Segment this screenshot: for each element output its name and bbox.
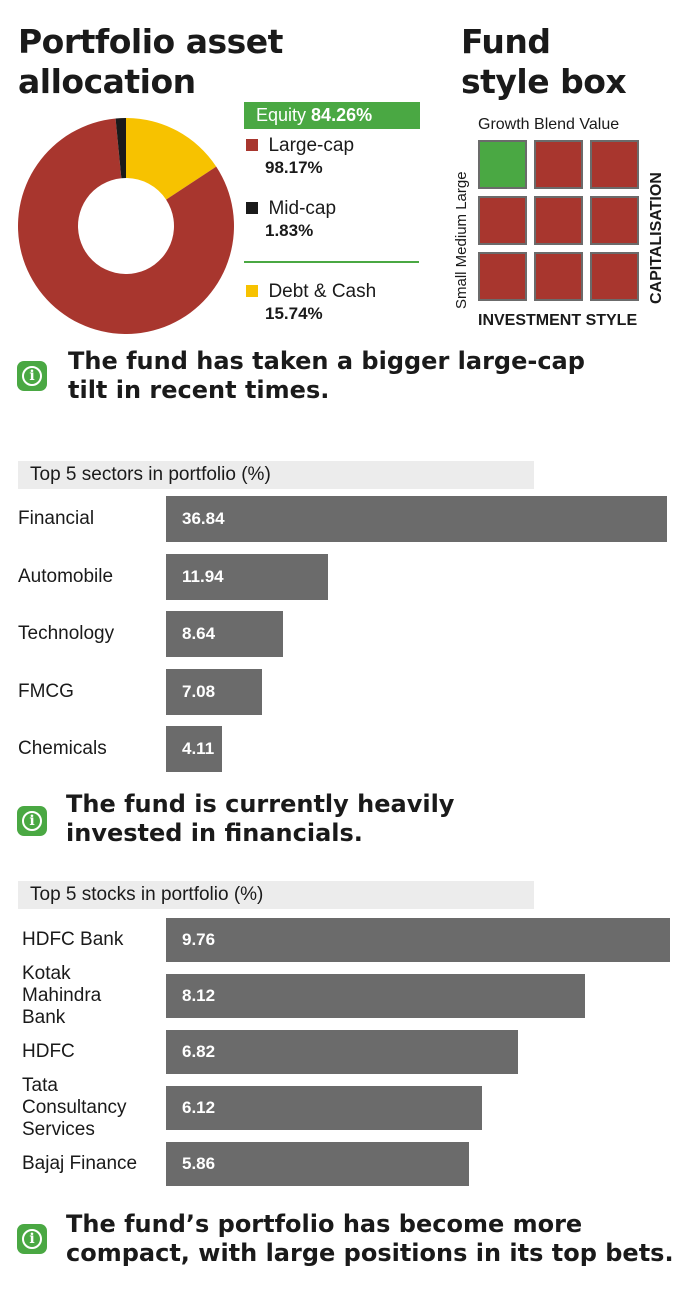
stocks-chart-title: Top 5 stocks in portfolio (%): [18, 881, 534, 909]
donut-slice-large-cap: [18, 118, 234, 334]
category-label: HDFC Bank: [22, 929, 124, 950]
note-large-cap-tilt: The fund has taken a bigger large-cap ti…: [68, 347, 585, 404]
bar: [166, 918, 670, 962]
stylebox-col-blend: Blend: [534, 116, 575, 133]
stylebox-col-growth: Growth: [478, 116, 530, 133]
bar-value-label: 6.12: [182, 1098, 216, 1117]
bar-value-label: 8.64: [182, 624, 216, 643]
bar: [166, 1030, 518, 1074]
stylebox-column-headers: Growth Blend Value: [478, 116, 619, 134]
stylebox-row-small: Small: [453, 271, 470, 309]
category-label: Technology: [18, 623, 115, 644]
legend-item-large-cap: Large-cap 98.17%: [246, 135, 354, 178]
bar: [166, 611, 283, 657]
category-label: Chemicals: [18, 738, 107, 759]
category-label: Tata Consultancy Services: [22, 1075, 127, 1140]
legend-item-debt-cash: Debt & Cash 15.74%: [246, 281, 376, 324]
bar: [166, 496, 667, 542]
bar-value-label: 5.86: [182, 1154, 216, 1173]
info-icon: i: [17, 806, 47, 836]
allocation-title: Portfolio asset allocation: [18, 22, 283, 102]
bar-value-label: 4.11: [182, 739, 215, 758]
bar-value-label: 7.08: [182, 681, 216, 701]
category-label: Automobile: [18, 565, 114, 587]
stylebox-row-medium: Medium: [453, 213, 470, 268]
stylebox-cell-small-growth: [478, 252, 527, 301]
category-label: HDFC: [22, 1041, 75, 1062]
bar-value-label: 9.76: [182, 930, 216, 949]
legend-divider: [244, 261, 419, 263]
bar: [166, 974, 585, 1018]
stylebox-title-line1: Fund: [461, 22, 551, 61]
info-icon: i: [17, 1224, 47, 1254]
stylebox-title: Fund style box: [461, 22, 627, 102]
legend-value-debt-cash: 15.74%: [265, 304, 323, 323]
category-label: Financial: [18, 508, 95, 529]
stylebox-grid: [478, 140, 644, 306]
category-label: Bajaj Finance: [22, 1153, 138, 1174]
allocation-legend: Equity 84.26%: [244, 102, 420, 129]
equity-value: 84.26%: [311, 105, 373, 125]
stylebox-x-axis-label: INVESTMENT STYLE: [478, 312, 638, 329]
note-compact-portfolio: The fund’s portfolio has become more com…: [66, 1210, 674, 1267]
bar: [166, 1086, 482, 1130]
stocks-bar-chart: HDFC Bank 9.76 Kotak Mahindra Bank 8.12 HDFC 6.…: [0, 918, 680, 1193]
stylebox-cell-large-value: [590, 140, 639, 189]
stylebox-cell-large-growth: [478, 140, 527, 189]
donut-slice-mid-cap: [115, 118, 126, 179]
legend-label-large-cap: Large-cap: [268, 135, 355, 156]
info-icon: i: [17, 361, 47, 391]
legend-value-mid-cap: 1.83%: [265, 221, 314, 240]
legend-value-large-cap: 98.17%: [265, 158, 323, 177]
legend-item-mid-cap: Mid-cap 1.83%: [246, 198, 336, 241]
allocation-title-line1: Portfolio asset: [18, 22, 283, 61]
note-financials: The fund is currently heavily invested i…: [66, 790, 455, 847]
bar: [166, 553, 328, 600]
bar-value-label: 36.84: [182, 509, 225, 528]
equity-pill: Equity 84.26%: [244, 102, 420, 129]
stylebox-title-line2: style box: [461, 62, 627, 101]
stylebox-cell-medium-blend: [534, 196, 583, 245]
legend-swatch-debt-cash: [246, 285, 258, 297]
bar: [166, 668, 262, 715]
bar-value-label: 6.82: [182, 1042, 216, 1061]
stylebox-cell-large-blend: [534, 140, 583, 189]
bar: [166, 726, 222, 772]
category-label: FMCG: [18, 680, 74, 702]
legend-swatch-mid-cap: [246, 202, 258, 214]
equity-label: Equity: [256, 105, 307, 125]
stylebox-row-large: Large: [453, 171, 470, 210]
stylebox-col-value: Value: [579, 116, 620, 133]
stylebox-y-axis-label: CAPITALISATION: [648, 172, 665, 304]
stylebox-cell-medium-growth: [478, 196, 527, 245]
stylebox-cell-small-value: [590, 252, 639, 301]
donut-slice-debt-cash: [126, 118, 217, 200]
bar-value-label: 8.12: [182, 986, 216, 1005]
stylebox-row-headers: Small Medium Large: [453, 171, 470, 309]
allocation-donut-chart: [18, 118, 234, 334]
category-label: Kotak Mahindra Bank: [22, 963, 102, 1028]
stylebox-cell-medium-value: [590, 196, 639, 245]
legend-swatch-large-cap: [246, 139, 258, 151]
stylebox-cell-small-blend: [534, 252, 583, 301]
sectors-chart-title: Top 5 sectors in portfolio (%): [18, 461, 534, 489]
legend-label-mid-cap: Mid-cap: [268, 198, 337, 219]
bar: [166, 1142, 469, 1186]
legend-label-debt-cash: Debt & Cash: [268, 281, 377, 302]
sectors-bar-chart: Financial 36.84 Automobile 11.94 Technology 8…: [0, 496, 680, 776]
allocation-title-line2: allocation: [18, 62, 196, 101]
bar-value-label: 11.94: [182, 566, 224, 586]
